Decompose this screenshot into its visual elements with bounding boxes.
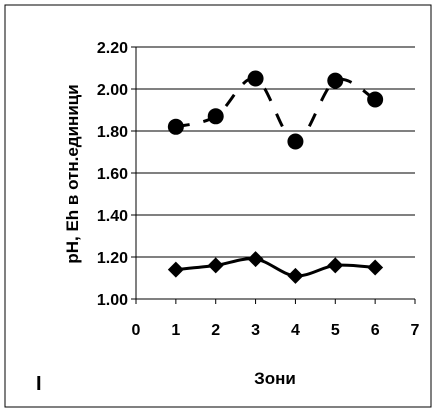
x-tick-label: 5	[331, 322, 340, 339]
data-point-circle	[167, 118, 184, 135]
data-point-circle	[247, 70, 264, 87]
data-point-diamond	[287, 267, 304, 284]
data-point-circle	[367, 91, 384, 108]
tick-label-layer: 1.00 1.20 1.40 1.60 1.80 2.00 2.20 0 1 2 3 4 5 6 7	[97, 40, 420, 339]
x-axis-label: Зони	[254, 369, 296, 388]
data-point-diamond	[167, 261, 184, 278]
data-point-circle	[287, 133, 304, 150]
x-tick-label: 2	[211, 322, 220, 339]
data-point-circle	[207, 108, 224, 125]
y-tick-label: 2.20	[97, 40, 128, 57]
x-tick-label: 7	[411, 322, 420, 339]
y-tick-label: 2.00	[97, 82, 128, 99]
x-tick-label: 6	[371, 322, 380, 339]
data-point-diamond	[327, 257, 344, 274]
corner-label: I	[36, 373, 42, 395]
data-point-diamond	[367, 259, 384, 276]
y-tick-label: 1.40	[97, 208, 128, 225]
x-tick-label: 0	[132, 322, 141, 339]
axis-layer	[131, 46, 416, 304]
series-layer	[167, 70, 384, 284]
y-tick-label: 1.20	[97, 250, 128, 267]
y-axis-label: pH, Eh в отн.единици	[63, 84, 82, 263]
data-point-circle	[327, 72, 344, 89]
data-point-diamond	[247, 251, 264, 268]
x-tick-label: 3	[251, 322, 260, 339]
x-tick-label: 4	[291, 322, 300, 339]
x-tick-label: 1	[171, 322, 180, 339]
y-tick-label: 1.60	[97, 166, 128, 183]
data-point-diamond	[207, 257, 224, 274]
chart-border	[4, 4, 432, 408]
y-tick-label: 1.00	[97, 292, 128, 309]
grid-layer	[136, 46, 415, 258]
y-tick-label: 1.80	[97, 124, 128, 141]
